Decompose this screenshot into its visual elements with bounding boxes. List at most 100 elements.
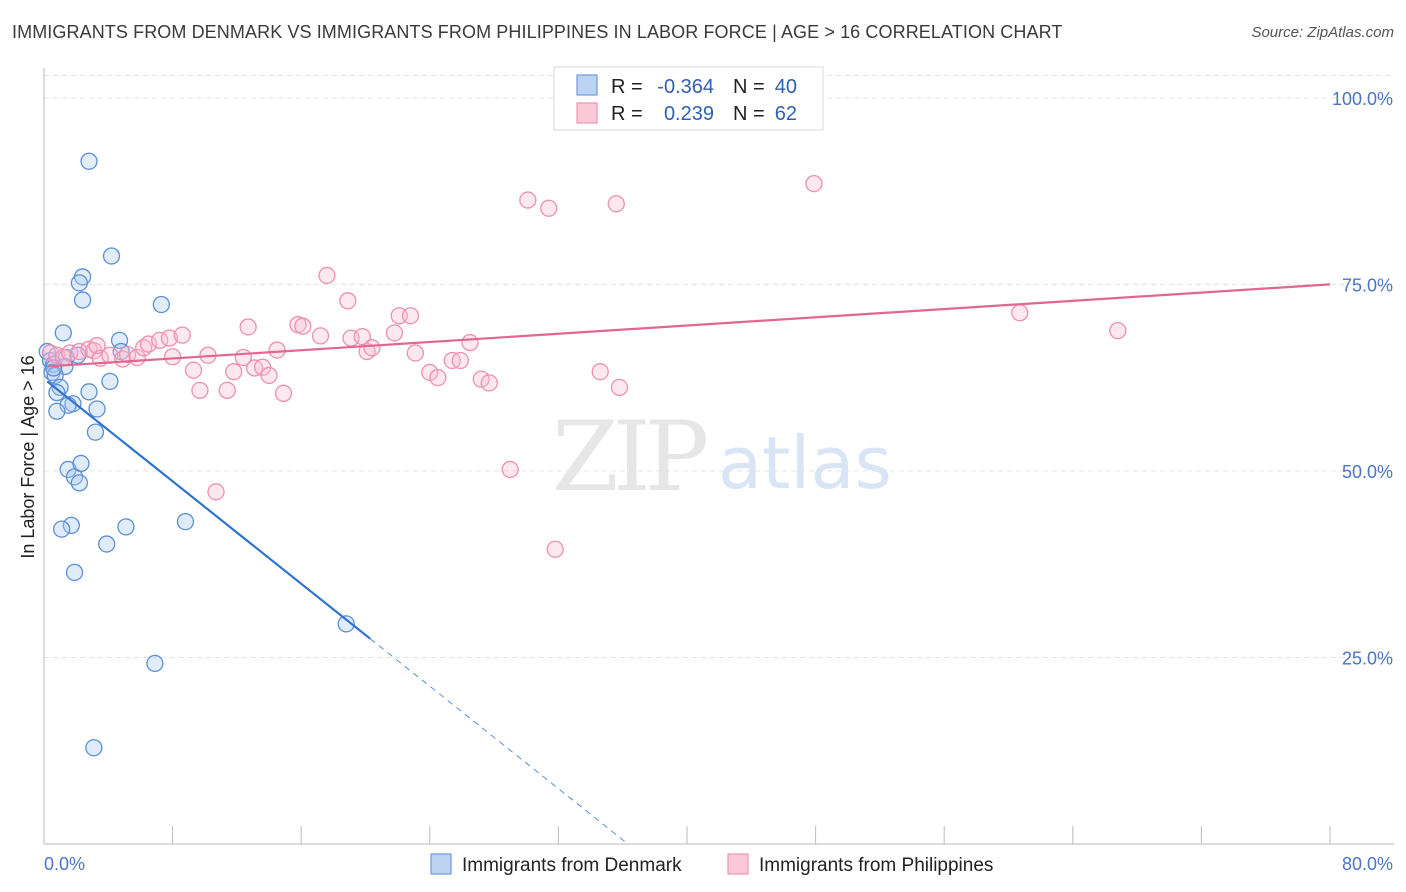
stats-n-denmark: 40 <box>775 76 797 98</box>
watermark-atlas: atlas <box>718 421 892 505</box>
point-denmark-5 <box>73 291 92 309</box>
legend-label-philippines: Immigrants from Philippines <box>759 855 993 876</box>
series-philippines <box>41 175 1127 558</box>
stats-n-label-denmark: N = <box>733 76 765 98</box>
x-tick-label-0: 0.0% <box>44 854 85 874</box>
point-philippines-7 <box>88 336 106 355</box>
point-philippines-30 <box>268 341 286 359</box>
stats-n-philippines: 62 <box>775 103 797 125</box>
stats-r-philippines: 0.239 <box>664 103 714 125</box>
point-denmark-0 <box>80 152 98 170</box>
stats-r-denmark: -0.364 <box>657 76 714 98</box>
stats-r-label-denmark: R = <box>611 76 643 98</box>
series-denmark <box>38 152 355 757</box>
point-philippines-36 <box>339 292 357 310</box>
point-denmark-21 <box>88 400 106 418</box>
point-denmark-35 <box>146 654 164 673</box>
point-denmark-26 <box>70 474 89 492</box>
stats-swatch-denmark <box>576 74 598 96</box>
point-philippines-51 <box>480 374 498 392</box>
point-philippines-58 <box>610 378 629 397</box>
y-axis-label: In Labor Force | Age > 16 <box>18 355 38 558</box>
point-denmark-15 <box>101 372 119 391</box>
legend-swatch-denmark <box>430 853 452 875</box>
point-denmark-33 <box>65 563 84 582</box>
x-tick-label-1: 80.0% <box>1342 854 1393 874</box>
point-philippines-17 <box>163 348 182 366</box>
point-philippines-56 <box>591 363 609 381</box>
point-philippines-35 <box>318 266 336 285</box>
point-denmark-34 <box>337 615 355 633</box>
point-denmark-1 <box>102 247 121 265</box>
point-philippines-19 <box>184 361 203 379</box>
point-denmark-16 <box>51 378 69 397</box>
watermark-zip: ZIP <box>552 401 707 513</box>
point-denmark-30 <box>117 518 135 536</box>
point-denmark-6 <box>54 324 72 342</box>
y-tick-label-1: 50.0% <box>1342 462 1393 482</box>
point-philippines-24 <box>225 363 243 381</box>
point-philippines-16 <box>160 329 179 347</box>
point-denmark-3 <box>70 274 89 292</box>
point-philippines-11 <box>118 345 137 364</box>
point-philippines-34 <box>311 327 330 345</box>
point-denmark-31 <box>176 513 195 531</box>
trend-line-philippines <box>47 283 1331 368</box>
point-philippines-44 <box>406 344 424 362</box>
point-denmark-32 <box>98 535 116 553</box>
point-philippines-46 <box>429 369 447 387</box>
point-philippines-31 <box>274 384 293 402</box>
point-philippines-33 <box>294 317 312 335</box>
point-denmark-36 <box>85 739 103 757</box>
point-denmark-23 <box>86 423 105 441</box>
point-philippines-23 <box>218 381 236 399</box>
point-philippines-61 <box>1109 321 1127 340</box>
point-denmark-27 <box>72 454 90 473</box>
tick-labels: 25.0% 50.0% 75.0% 100.0% 0.0% 80.0% <box>44 89 1393 874</box>
point-philippines-18 <box>173 326 191 344</box>
point-denmark-29 <box>53 520 71 538</box>
trend-lines <box>46 283 1331 843</box>
point-philippines-26 <box>239 318 257 336</box>
point-philippines-20 <box>191 381 209 399</box>
trend-line-denmark <box>46 380 372 640</box>
point-denmark-4 <box>152 295 170 314</box>
point-philippines-50 <box>472 370 490 388</box>
point-philippines-43 <box>401 307 420 325</box>
chart-title: IMMIGRANTS FROM DENMARK VS IMMIGRANTS FR… <box>12 22 1063 42</box>
stats-n-label-philippines: N = <box>733 103 765 125</box>
legend-label-denmark: Immigrants from Denmark <box>462 855 682 876</box>
point-philippines-55 <box>546 540 564 558</box>
point-philippines-14 <box>139 335 158 353</box>
point-philippines-40 <box>363 339 381 357</box>
point-philippines-57 <box>607 195 625 213</box>
trend-line-denmark-extension <box>370 638 627 843</box>
point-philippines-29 <box>260 366 278 385</box>
y-tick-label-0: 25.0% <box>1342 648 1393 668</box>
point-denmark-17 <box>48 383 66 402</box>
y-tick-label-3: 100.0% <box>1332 89 1393 109</box>
point-philippines-54 <box>540 199 558 217</box>
point-philippines-49 <box>461 333 479 352</box>
source-label: Source: ZipAtlas.com <box>1251 24 1394 41</box>
watermark: ZIP atlas <box>552 401 892 513</box>
point-denmark-22 <box>48 402 66 420</box>
point-philippines-41 <box>385 324 404 342</box>
axes <box>43 68 1394 845</box>
stats-legend: R = -0.364 N = 40 R = 0.239 N = 62 <box>553 66 824 131</box>
series-legend: Immigrants from Denmark Immigrants from … <box>430 853 993 876</box>
stats-legend-box <box>553 66 824 131</box>
y-tick-label-2: 75.0% <box>1342 275 1393 295</box>
legend-swatch-philippines <box>727 853 749 875</box>
point-philippines-48 <box>451 351 469 370</box>
point-philippines-59 <box>805 175 823 193</box>
point-philippines-53 <box>519 191 537 209</box>
point-philippines-22 <box>207 483 225 501</box>
stats-r-label-philippines: R = <box>611 103 643 125</box>
point-philippines-52 <box>501 460 519 479</box>
point-philippines-60 <box>1011 304 1029 322</box>
point-denmark-18 <box>80 383 98 401</box>
stats-swatch-philippines <box>576 102 598 124</box>
point-denmark-28 <box>62 516 80 535</box>
